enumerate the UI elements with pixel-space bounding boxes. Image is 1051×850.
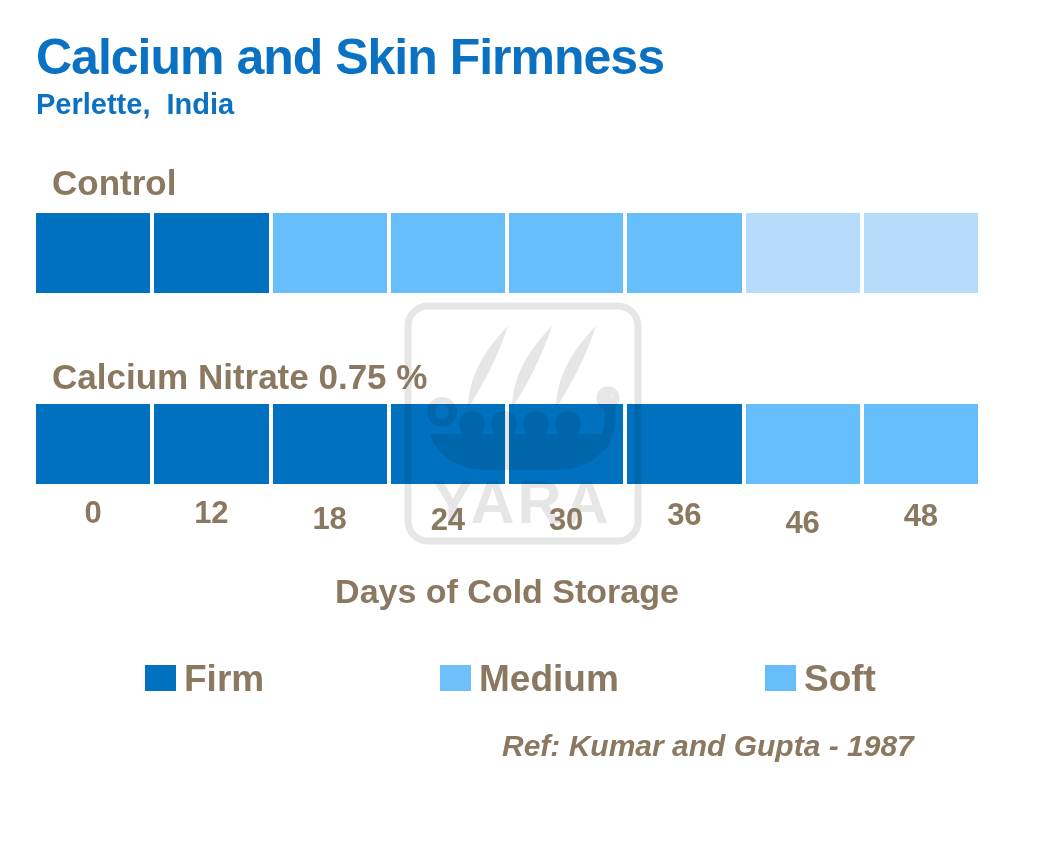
- row-label-calcium-nitrate: Calcium Nitrate 0.75 %: [52, 357, 427, 397]
- x-axis-label-0: 0: [36, 496, 150, 540]
- firmness-block-soft: [864, 213, 978, 293]
- firmness-block-firm: [154, 404, 268, 484]
- legend-label-firm: Firm: [184, 660, 264, 697]
- firmness-block-firm: [154, 213, 268, 293]
- reference-text: Ref: Kumar and Gupta - 1987: [502, 729, 914, 763]
- block-row-control: [36, 213, 978, 293]
- slide: Calcium and Skin Firmness Perlette, Indi…: [0, 0, 1051, 850]
- firmness-block-medium: [509, 213, 623, 293]
- x-axis-label-48: 48: [864, 496, 978, 540]
- x-axis-label-46: 46: [746, 496, 860, 540]
- legend-swatch-medium: [440, 665, 471, 691]
- firmness-block-medium: [627, 213, 741, 293]
- legend-label-soft: Soft: [804, 660, 876, 697]
- x-axis-label-36: 36: [627, 496, 741, 540]
- viking-ship-sails-icon: [468, 326, 596, 408]
- firmness-block-medium: [391, 213, 505, 293]
- viking-ship-hull-icon: [430, 390, 616, 470]
- legend-swatch-firm: [145, 665, 176, 691]
- firmness-block-soft: [746, 213, 860, 293]
- x-axis-label-12: 12: [154, 496, 268, 540]
- legend-item-soft: Soft: [765, 658, 876, 698]
- firmness-block-firm: [36, 404, 150, 484]
- x-axis-label-18: 18: [273, 496, 387, 540]
- firmness-block-firm: [273, 404, 387, 484]
- chart-title: Calcium and Skin Firmness: [36, 28, 664, 86]
- chart-subtitle: Perlette, India: [36, 88, 234, 121]
- firmness-block-medium: [273, 213, 387, 293]
- firmness-block-medium: [864, 404, 978, 484]
- x-axis-labels: 012182430364648: [36, 496, 978, 540]
- legend-label-medium: Medium: [479, 660, 619, 697]
- x-axis-title: Days of Cold Storage: [36, 572, 978, 611]
- firmness-block-firm: [627, 404, 741, 484]
- firmness-block-medium: [746, 404, 860, 484]
- row-label-control: Control: [52, 163, 176, 203]
- legend-item-medium: Medium: [440, 658, 619, 698]
- x-axis-label-30: 30: [509, 496, 623, 540]
- legend-swatch-soft: [765, 665, 796, 691]
- firmness-block-firm: [36, 213, 150, 293]
- x-axis-label-24: 24: [391, 496, 505, 540]
- legend-item-firm: Firm: [145, 658, 264, 698]
